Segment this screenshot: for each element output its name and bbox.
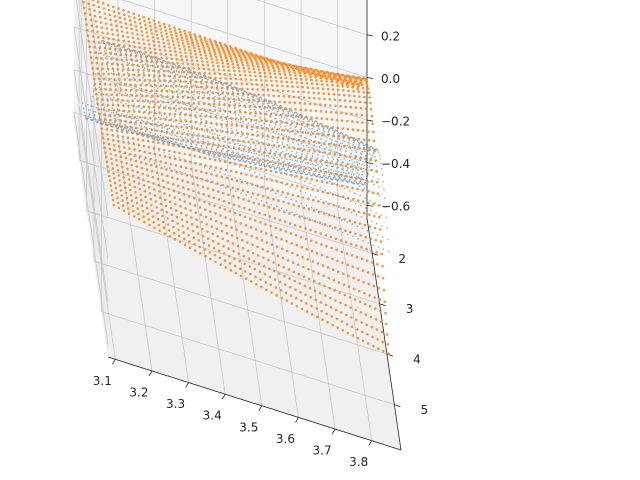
x-tick-mark: [368, 440, 373, 446]
x-tick-mark: [295, 417, 299, 423]
z-tick-mark: [366, 34, 374, 37]
pane-z: [74, 125, 401, 450]
y-tick-mark: [394, 404, 401, 407]
grid-line-x-floor: [337, 208, 373, 441]
data-series: [82, 0, 390, 355]
x-tick-label: 3.6: [276, 432, 295, 446]
grid-line-y-floor: [101, 311, 395, 405]
grid-line-z-back: [255, 0, 368, 36]
y-tick-label: 5: [421, 403, 429, 417]
grid-line-y-floor: [93, 260, 388, 355]
grid-line-x-floor: [300, 197, 336, 430]
z-tick-mark: [366, 77, 374, 79]
grid-line-z-side: [75, 0, 109, 217]
z-tick-label: 0.0: [381, 72, 400, 86]
x-tick-label: 3.7: [313, 444, 332, 458]
x-tick-label: 3.4: [203, 409, 222, 423]
z-tick-label: 0.2: [381, 29, 400, 43]
x-tick-label: 3.8: [349, 455, 368, 469]
series-points: [82, 0, 390, 355]
y-tick-label: 4: [413, 353, 421, 367]
z-tick-label: −0.2: [381, 115, 410, 129]
grid-line-x-floor: [264, 185, 299, 418]
x-axis-line: [107, 356, 402, 451]
grid-line-x-floor: [227, 173, 263, 406]
y-tick-mark: [379, 303, 386, 307]
z-tick-mark: [366, 119, 374, 122]
y-tick-label: 2: [398, 252, 406, 266]
grid-line-y-floor: [79, 159, 373, 254]
x-tick-mark: [258, 405, 263, 412]
z-tick-label: −0.4: [381, 157, 410, 171]
x-tick-mark: [221, 393, 226, 400]
x-tick-label: 3.2: [129, 385, 148, 399]
grid-line-x-floor: [154, 150, 189, 383]
x-tick-mark: [111, 359, 116, 365]
x-tick-label: 3.1: [93, 374, 112, 388]
grid-line-z-side: [73, 112, 109, 345]
y-tick-mark: [372, 252, 379, 256]
y-tick-label: 3: [406, 302, 414, 316]
x-tick-label: 3.5: [239, 420, 258, 434]
axis-ticks: 3.1 3.2 3.3 3.4 3.5 3.6 3.7 3.8 2 3 4 5 −0.6 −0.4 −0.2…: [93, 0, 428, 469]
x-tick-mark: [331, 428, 336, 435]
grid-line-x-floor: [190, 162, 226, 395]
grid-line-z-side: [73, 26, 109, 260]
axis-edges: [107, 0, 402, 451]
z-tick-label: 0.4: [381, 0, 400, 1]
z-tick-label: −0.6: [381, 200, 410, 214]
z-tick-mark: [366, 204, 374, 207]
x-tick-mark: [148, 370, 153, 377]
x-tick-mark: [185, 382, 189, 388]
grid-line-z-side: [73, 69, 109, 302]
y-axis-line: [366, 217, 402, 451]
grid-line-z-back: [121, 0, 368, 78]
grid-line-x-floor: [80, 127, 116, 360]
series-2: [82, 0, 390, 355]
x-tick-label: 3.3: [166, 397, 185, 411]
